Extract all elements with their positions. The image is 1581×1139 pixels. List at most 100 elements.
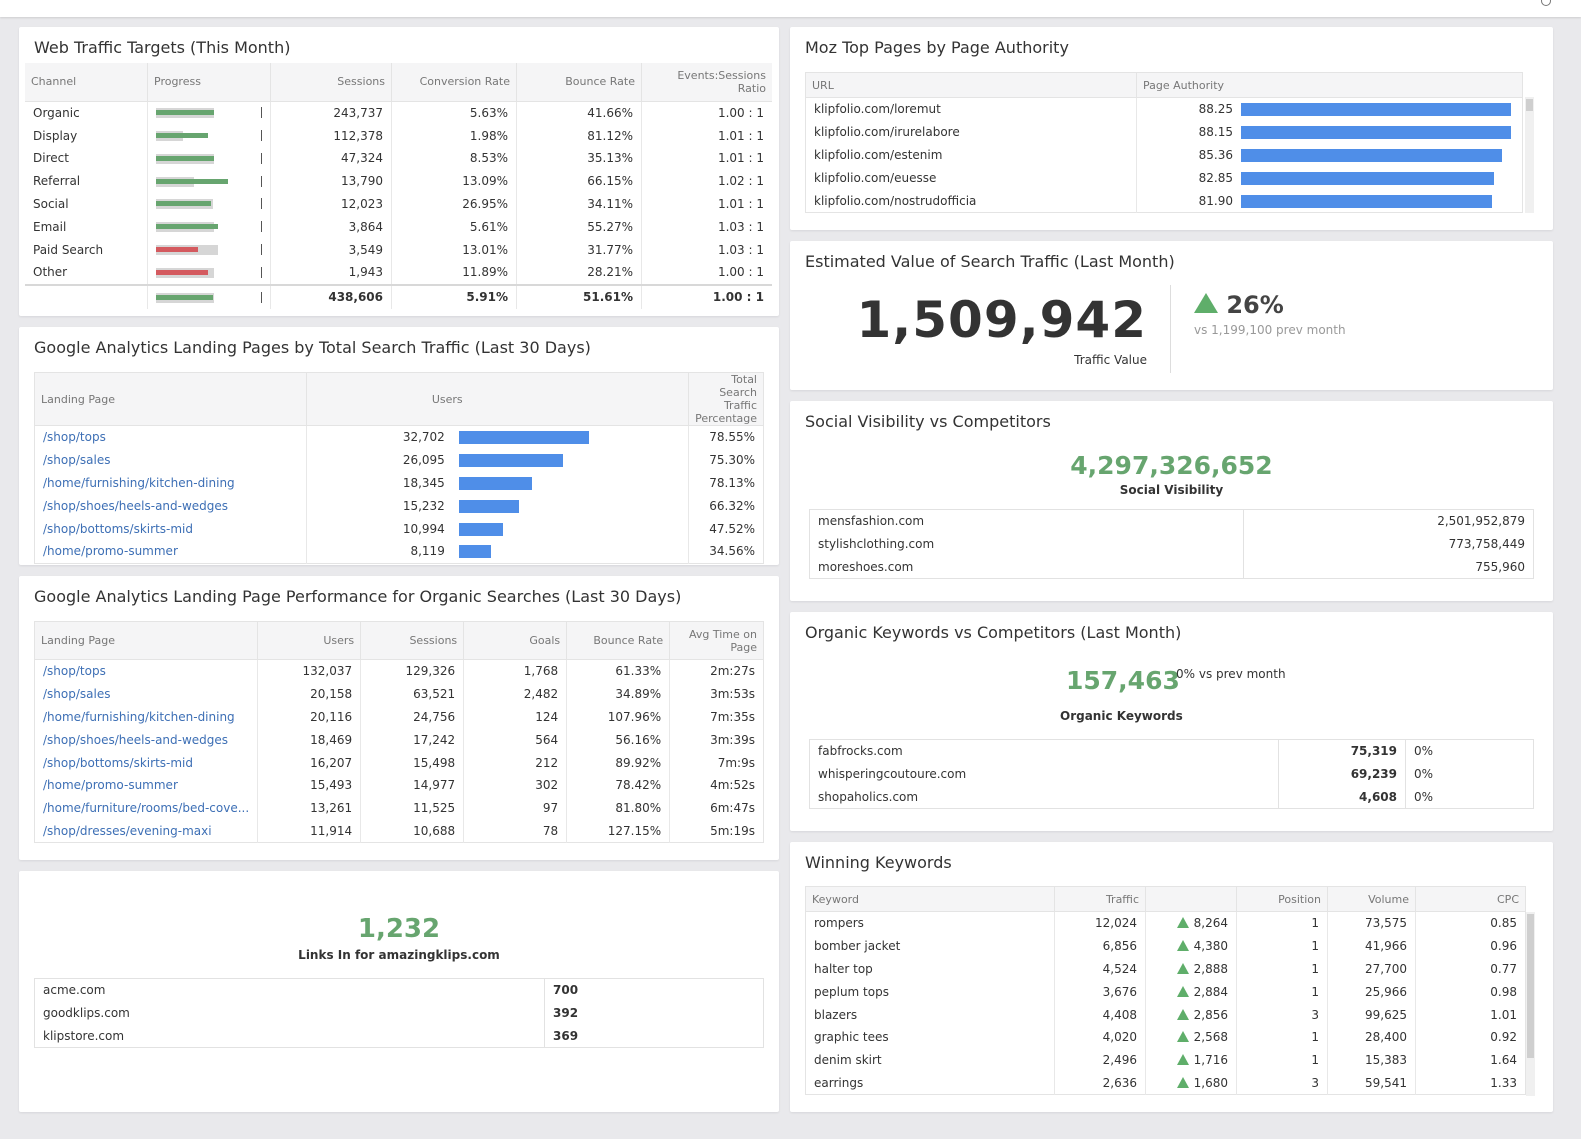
landing-page-link[interactable]: /shop/bottoms/skirts-mid — [43, 755, 193, 770]
pct-cell: 0% — [1414, 744, 1434, 759]
table-row[interactable]: /shop/sales 20,158 63,521 2,482 34.89% 3m:53s — [34, 682, 764, 706]
list-item[interactable]: shopaholics.com 4,608 0% — [809, 785, 1534, 809]
table-row[interactable]: Referral 13,790 13.09% 66.15% 1.02 : 1 — [25, 169, 772, 193]
table-row[interactable]: Display 112,378 1.98% 81.12% 1.01 : 1 — [25, 124, 772, 148]
table-row[interactable]: blazers 4,408 2,856 3 99,625 1.01 — [805, 1003, 1526, 1026]
col-bounce[interactable]: Bounce Rate — [516, 63, 642, 102]
moz-scrollbar[interactable] — [1525, 97, 1534, 213]
landing-page-link[interactable]: /shop/tops — [43, 664, 106, 679]
users-bar — [458, 476, 532, 490]
landing-page-link[interactable]: /shop/shoes/heels-and-wedges — [43, 498, 229, 513]
table-row[interactable]: /shop/tops 132,037 129,326 1,768 61.33% 2m:27… — [34, 659, 764, 683]
col-traffic-change[interactable] — [1145, 886, 1237, 912]
landing-page-link[interactable]: /shop/bottoms/skirts-mid — [43, 521, 193, 536]
table-row[interactable]: graphic tees 4,020 2,568 1 28,400 0.92 — [805, 1025, 1526, 1049]
table-row[interactable]: /shop/dresses/evening-maxi 11,914 10,688 78… — [34, 819, 764, 843]
col-ratio[interactable]: Events:Sessions Ratio — [641, 63, 772, 102]
account-icon[interactable] — [1541, 0, 1551, 6]
table-row[interactable]: Social 12,023 26.95% 34.11% 1.01 : 1 — [25, 192, 772, 216]
col-conversion[interactable]: Conversion Rate — [391, 63, 517, 102]
col-sessions[interactable]: Sessions — [270, 63, 392, 102]
table-row[interactable]: /shop/bottoms/skirts-mid 10,994 47.52% — [34, 517, 764, 540]
landing-page-cell: /home/promo-summer — [34, 539, 307, 564]
table-row[interactable]: /home/furnishing/kitchen-dining 18,345 78.… — [34, 471, 764, 495]
col-keyword[interactable]: Keyword — [805, 886, 1055, 912]
list-item[interactable]: stylishclothing.com 773,758,449 — [809, 532, 1534, 556]
table-row[interactable]: /home/promo-summer 8,119 34.56% — [34, 539, 764, 564]
table-row[interactable]: rompers 12,024 8,264 1 73,575 0.85 — [805, 911, 1526, 935]
bounce-cell: 89.92% — [566, 751, 671, 774]
landing-page-link[interactable]: /shop/shoes/heels-and-wedges — [43, 732, 229, 747]
table-row[interactable]: /shop/bottoms/skirts-mid 16,207 15,498 212 8… — [34, 751, 764, 774]
up-arrow-icon — [1176, 1076, 1189, 1088]
col-users[interactable]: Users — [257, 621, 362, 660]
col-position[interactable]: Position — [1236, 886, 1328, 912]
list-item[interactable]: klipstore.com 369 — [34, 1024, 764, 1048]
landing-page-link[interactable]: /shop/sales — [43, 453, 111, 468]
users-cell: 13,261 — [257, 796, 362, 820]
list-item[interactable]: acme.com 700 — [34, 978, 764, 1002]
winning-kw-scrollbar[interactable] — [1526, 912, 1535, 1096]
landing-page-link[interactable]: /home/furniture/rooms/bed-cove... — [43, 801, 250, 816]
progress-cell — [147, 215, 271, 239]
list-item[interactable]: moreshoes.com 755,960 — [809, 555, 1534, 579]
table-row[interactable]: earrings 2,636 1,680 3 59,541 1.33 — [805, 1071, 1526, 1095]
table-row[interactable]: Paid Search 3,549 13.01% 31.77% 1.03 : 1 — [25, 238, 772, 262]
keyword-cell: halter top — [805, 957, 1055, 981]
table-row[interactable]: klipfolio.com/irurelabore 88.15 — [805, 120, 1523, 144]
table-row[interactable]: /home/furnishing/kitchen-dining 20,116 24,… — [34, 705, 764, 729]
divider — [1170, 285, 1171, 373]
table-row[interactable]: /home/promo-summer 15,493 14,977 302 78.42% 4… — [34, 773, 764, 797]
table-row[interactable]: /home/furniture/rooms/bed-cove... 13,261 1… — [34, 796, 764, 820]
col-cpc[interactable]: CPC — [1415, 886, 1526, 912]
table-row[interactable]: Organic 243,737 5.63% 41.66% 1.00 : 1 — [25, 101, 772, 125]
table-row[interactable]: klipfolio.com/estenim 85.36 — [805, 143, 1523, 167]
col-sessions[interactable]: Sessions — [360, 621, 465, 660]
table-row[interactable]: /shop/shoes/heels-and-wedges 18,469 17,242… — [34, 728, 764, 752]
goals-cell: 97 — [463, 796, 568, 820]
col-url[interactable]: URL — [805, 72, 1137, 98]
table-row[interactable]: klipfolio.com/euesse 82.85 — [805, 166, 1523, 190]
landing-page-link[interactable]: /home/furnishing/kitchen-dining — [43, 709, 235, 724]
col-traffic[interactable]: Traffic — [1054, 886, 1146, 912]
landing-page-link[interactable]: /home/promo-summer — [43, 778, 178, 793]
col-search-pct[interactable]: Total Search Traffic Percentage — [688, 372, 764, 426]
channel-cell: Paid Search — [25, 238, 148, 262]
users-cell: 11,914 — [257, 819, 362, 843]
table-row[interactable]: /shop/sales 26,095 75.30% — [34, 448, 764, 472]
landing-page-link[interactable]: /home/promo-summer — [43, 544, 178, 559]
table-row[interactable]: Direct 47,324 8.53% 35.13% 1.01 : 1 — [25, 147, 772, 170]
table-row[interactable]: bomber jacket 6,856 4,380 1 41,966 0.96 — [805, 934, 1526, 958]
table-row[interactable]: /shop/shoes/heels-and-wedges 15,232 66.32% — [34, 494, 764, 518]
table-row[interactable]: Other 1,943 11.89% 28.21% 1.00 : 1 — [25, 261, 772, 285]
list-item[interactable]: mensfashion.com 2,501,952,879 — [809, 509, 1534, 533]
table-row[interactable]: klipfolio.com/loremut 88.25 — [805, 97, 1523, 121]
ratio-cell: 1.00 : 1 — [717, 105, 764, 120]
traffic-cell: 4,020 — [1054, 1025, 1146, 1049]
col-avg-time[interactable]: Avg Time on Page — [669, 621, 764, 660]
list-item[interactable]: fabfrocks.com 75,319 0% — [809, 739, 1534, 763]
col-bounce[interactable]: Bounce Rate — [566, 621, 671, 660]
col-progress[interactable]: Progress — [147, 63, 271, 102]
col-users[interactable]: Users — [306, 372, 690, 426]
landing-page-link[interactable]: /shop/sales — [43, 687, 111, 702]
list-item[interactable]: whisperingcoutoure.com 69,239 0% — [809, 762, 1534, 786]
landing-page-link[interactable]: /home/furnishing/kitchen-dining — [43, 475, 235, 490]
col-volume[interactable]: Volume — [1327, 886, 1416, 912]
col-page-authority[interactable]: Page Authority — [1136, 72, 1523, 98]
links-in-label: Links In for amazingklips.com — [298, 948, 500, 962]
col-goals[interactable]: Goals — [463, 621, 568, 660]
table-row[interactable]: Email 3,864 5.61% 55.27% 1.03 : 1 — [25, 215, 772, 239]
col-landing-page[interactable]: Landing Page — [34, 372, 307, 426]
table-row[interactable]: peplum tops 3,676 2,884 1 25,966 0.98 — [805, 980, 1526, 1004]
landing-page-link[interactable]: /shop/tops — [43, 430, 106, 445]
col-landing-page[interactable]: Landing Page — [34, 621, 259, 660]
landing-page-link[interactable]: /shop/dresses/evening-maxi — [43, 823, 212, 838]
table-row[interactable]: halter top 4,524 2,888 1 27,700 0.77 — [805, 957, 1526, 981]
table-row[interactable]: klipfolio.com/nostrudofficia 81.90 — [805, 189, 1523, 213]
table-row[interactable]: denim skirt 2,496 1,716 1 15,383 1.64 — [805, 1048, 1526, 1072]
avg-time-cell: 5m:19s — [710, 823, 755, 838]
col-channel[interactable]: Channel — [25, 63, 148, 102]
list-item[interactable]: goodklips.com 392 — [34, 1001, 764, 1025]
table-row[interactable]: /shop/tops 32,702 78.55% — [34, 425, 764, 449]
